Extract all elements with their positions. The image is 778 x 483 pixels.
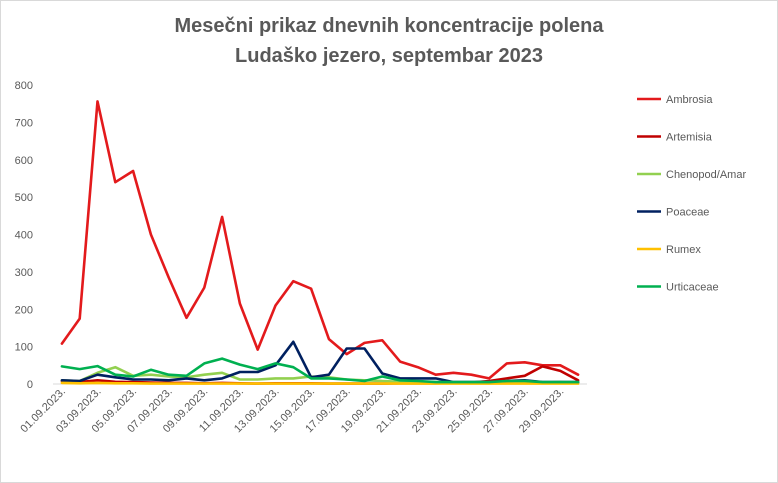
chart-title: Mesečni prikaz dnevnih koncentracije pol…: [174, 15, 604, 37]
series-line-rumex: [60, 381, 580, 385]
plot-lines: [60, 100, 580, 385]
y-tick-label: 200: [15, 304, 33, 316]
legend-label: Rumex: [666, 244, 701, 256]
y-tick-label: 400: [15, 230, 33, 242]
legend-label: Chenopod/Amar: [666, 169, 746, 181]
legend-label: Ambrosia: [666, 94, 713, 106]
legend-label: Poaceae: [666, 207, 709, 219]
legend-label: Artemisia: [666, 132, 713, 144]
legend-label: Urticaceae: [666, 282, 719, 294]
series-line-ambrosia: [60, 100, 580, 380]
y-tick-label: 500: [15, 192, 33, 204]
chart-subtitle: Ludaško jezero, septembar 2023: [235, 45, 543, 67]
legend: Ambrosia Artemisia Chenopod/Amar Poaceae Rum…: [637, 94, 746, 294]
y-tick-label: 700: [15, 117, 33, 129]
series-line-urticaceae: [60, 357, 580, 384]
y-tick-label: 0: [27, 379, 33, 391]
y-tick-label: 800: [15, 80, 33, 92]
y-tick-label: 300: [15, 267, 33, 279]
y-tick-label: 100: [15, 342, 33, 354]
y-tick-label: 600: [15, 155, 33, 167]
